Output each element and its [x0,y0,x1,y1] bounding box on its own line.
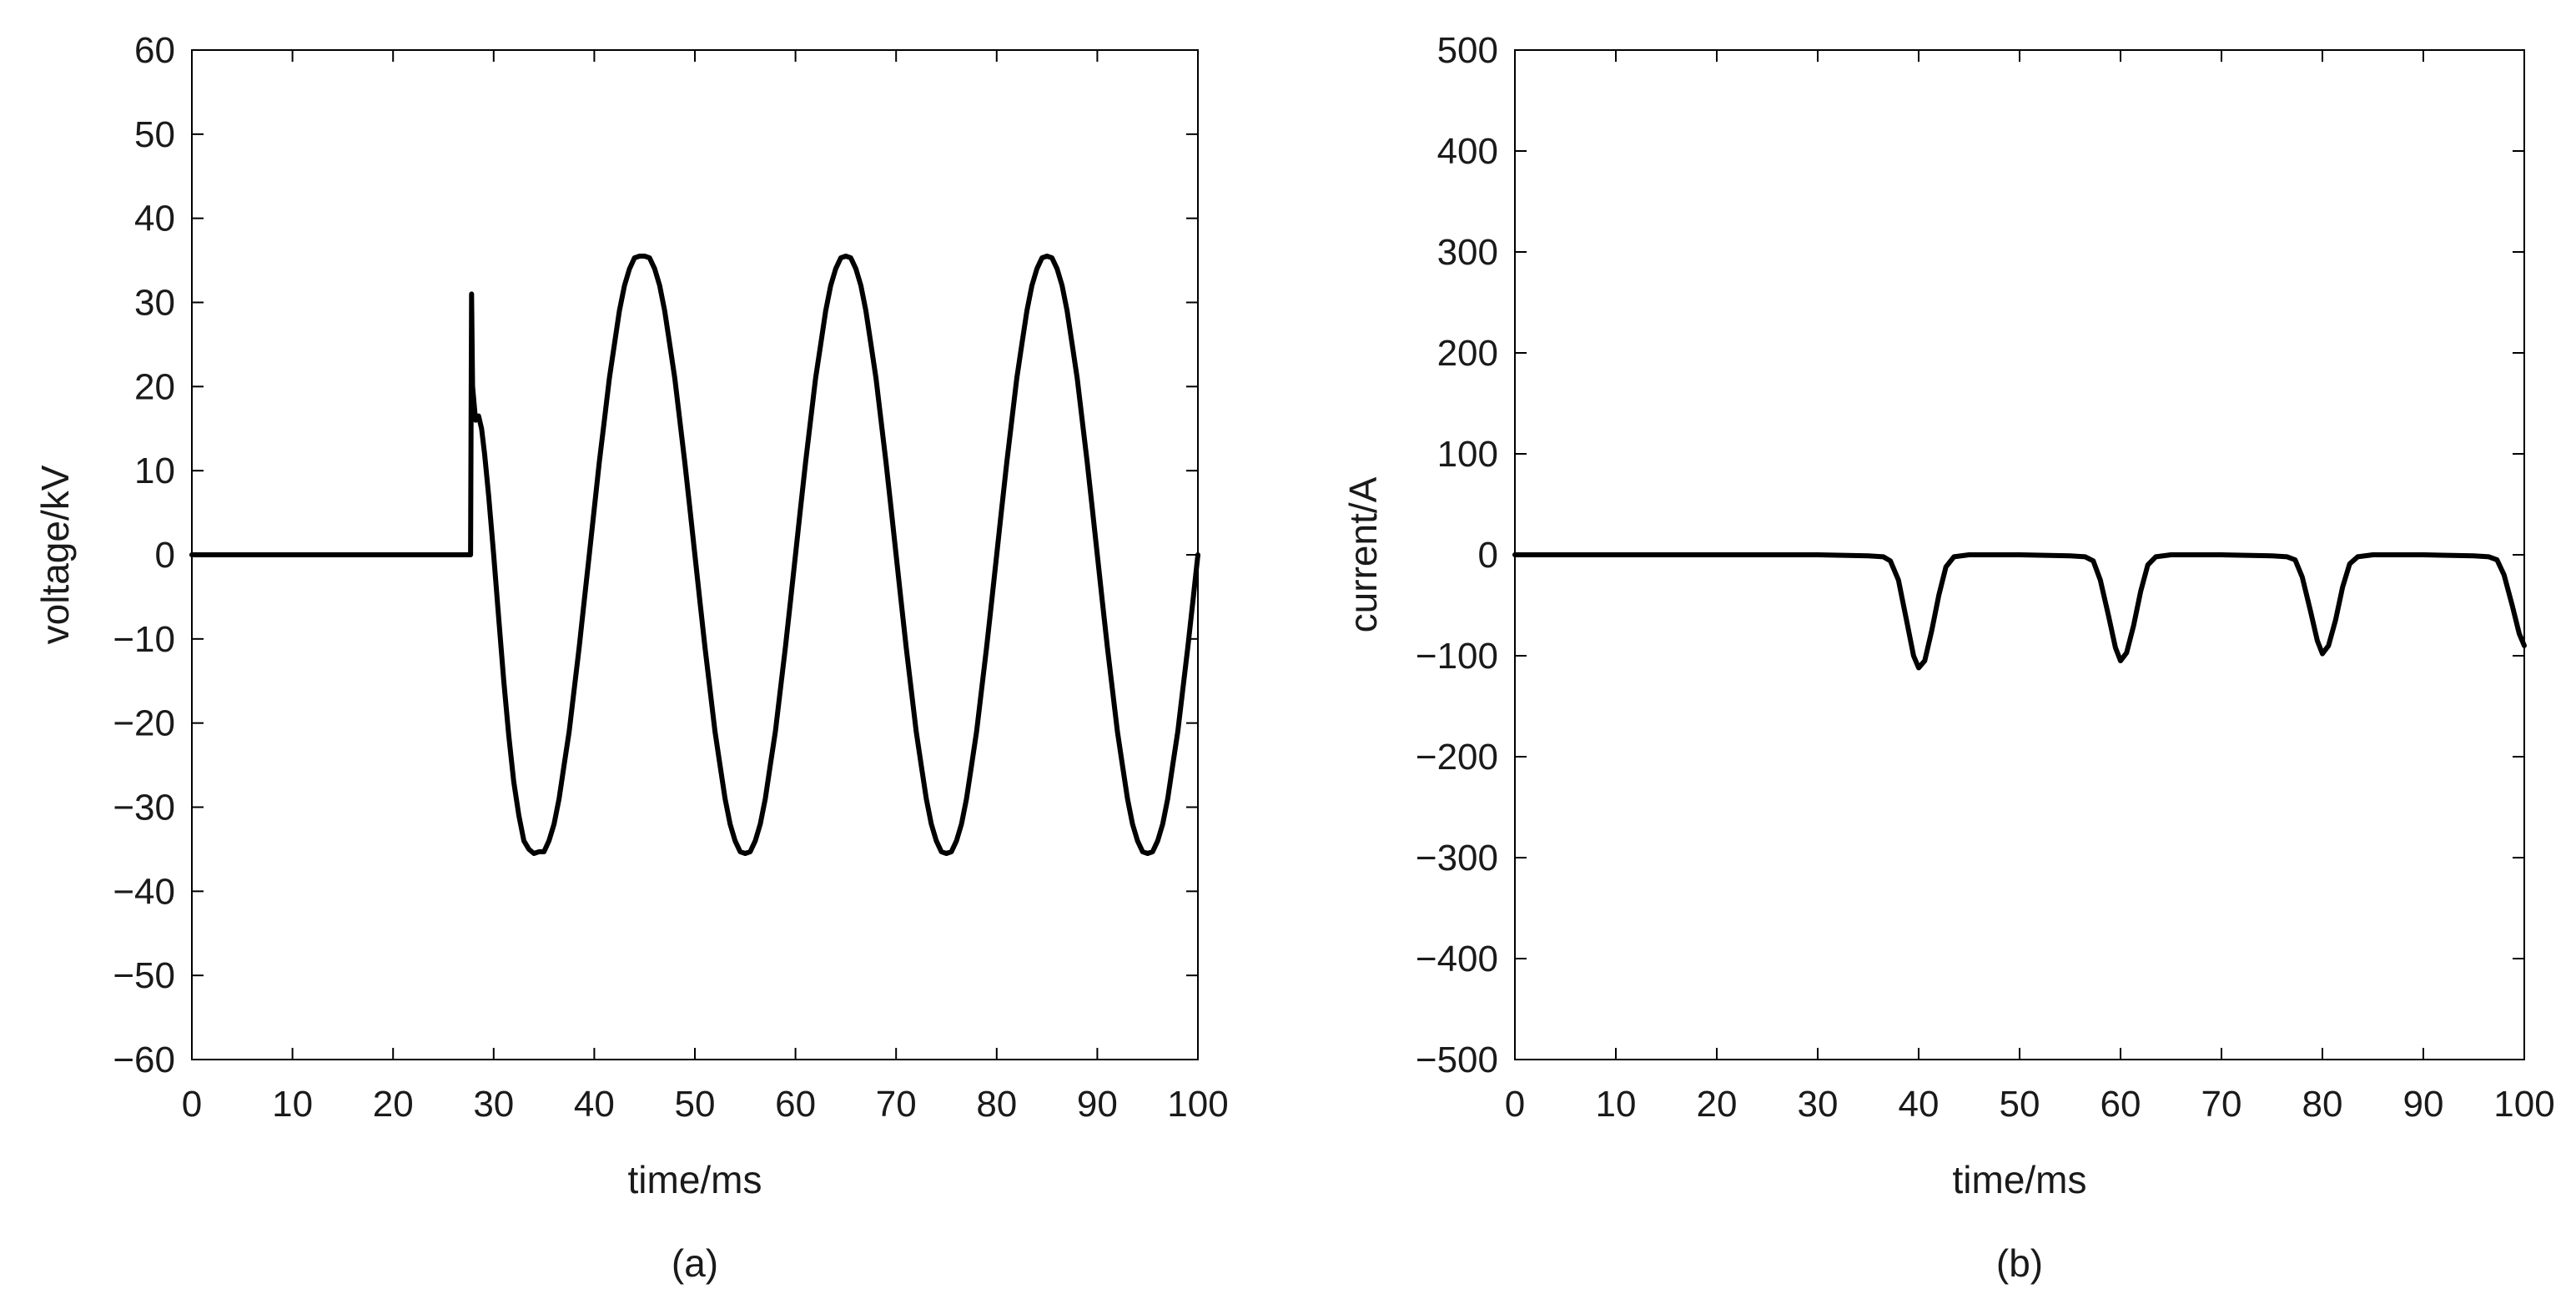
y-tick-label: 0 [155,535,175,576]
y-tick-label: 10 [134,451,175,491]
y-tick-label: −20 [113,703,175,744]
x-axis-label: time/ms [1953,1158,2087,1201]
y-tick-label: 30 [134,283,175,324]
y-tick-label: −60 [113,1040,175,1080]
x-tick-label: 30 [1798,1084,1839,1125]
x-tick-label: 100 [2493,1084,2554,1125]
x-tick-label: 0 [1505,1084,1525,1125]
y-axis-label: current/A [1341,476,1385,632]
y-tick-label: −200 [1416,737,1498,778]
y-tick-label: −500 [1416,1040,1498,1080]
y-tick-label: 300 [1437,232,1498,273]
x-tick-label: 50 [2000,1084,2040,1125]
x-tick-label: 90 [1077,1084,1118,1125]
y-tick-label: 40 [134,199,175,239]
y-tick-label: 0 [1478,535,1498,576]
y-tick-label: −30 [113,788,175,828]
y-tick-label: 200 [1437,333,1498,374]
x-tick-label: 70 [876,1084,917,1125]
series-line [189,254,1200,856]
x-tick-label: 10 [272,1084,313,1125]
y-axis-label: voltage/kV [33,465,77,644]
x-tick-label: 90 [2403,1084,2444,1125]
y-tick-label: 60 [134,30,175,71]
x-tick-label: 70 [2201,1084,2242,1125]
x-axis-ticks: 0 10 20 30 40 50 60 70 80 90 100 [182,50,1229,1125]
x-tick-label: 80 [976,1084,1017,1125]
y-tick-label: −400 [1416,939,1498,979]
panel-label: (a) [672,1241,718,1285]
y-axis-ticks: −500 −400 −300 −200 −100 0 100 200 300 400 500 [1416,30,2524,1080]
y-tick-label: −300 [1416,838,1498,879]
y-tick-label: 400 [1437,131,1498,172]
chart-panel-current: −500 −400 −300 −200 −100 0 100 200 300 400 500 0 10… [1341,30,2555,1285]
panel-label: (b) [1996,1241,2043,1285]
x-tick-label: 40 [574,1084,615,1125]
x-tick-label: 40 [1899,1084,1940,1125]
y-axis-ticks: −60 −50 −40 −30 −20 −10 0 10 20 30 40 50 60 [113,30,1198,1080]
y-tick-label: −50 [113,955,175,996]
y-tick-label: 20 [134,366,175,407]
x-tick-label: 20 [373,1084,414,1125]
series-line [1512,552,2527,671]
series-group [189,254,1200,856]
chart-panel-voltage: −60 −50 −40 −30 −20 −10 0 10 20 30 40 50 60 0 10 20 30 4… [33,30,1229,1285]
x-tick-label: 80 [2302,1084,2343,1125]
x-axis-label: time/ms [628,1158,762,1201]
y-tick-label: 50 [134,114,175,155]
x-tick-label: 0 [182,1084,202,1125]
y-tick-label: 100 [1437,434,1498,475]
y-tick-label: 500 [1437,30,1498,71]
x-tick-label: 50 [675,1084,716,1125]
x-tick-label: 60 [2101,1084,2141,1125]
x-tick-label: 10 [1596,1084,1637,1125]
x-tick-label: 20 [1697,1084,1738,1125]
x-axis-ticks: 0 10 20 30 40 50 60 70 80 90 100 [1505,50,2555,1125]
x-tick-label: 30 [473,1084,514,1125]
x-tick-label: 60 [775,1084,816,1125]
y-tick-label: −100 [1416,636,1498,677]
y-tick-label: −40 [113,871,175,912]
x-tick-label: 100 [1167,1084,1228,1125]
y-tick-label: −10 [113,619,175,660]
series-group [1512,552,2527,671]
